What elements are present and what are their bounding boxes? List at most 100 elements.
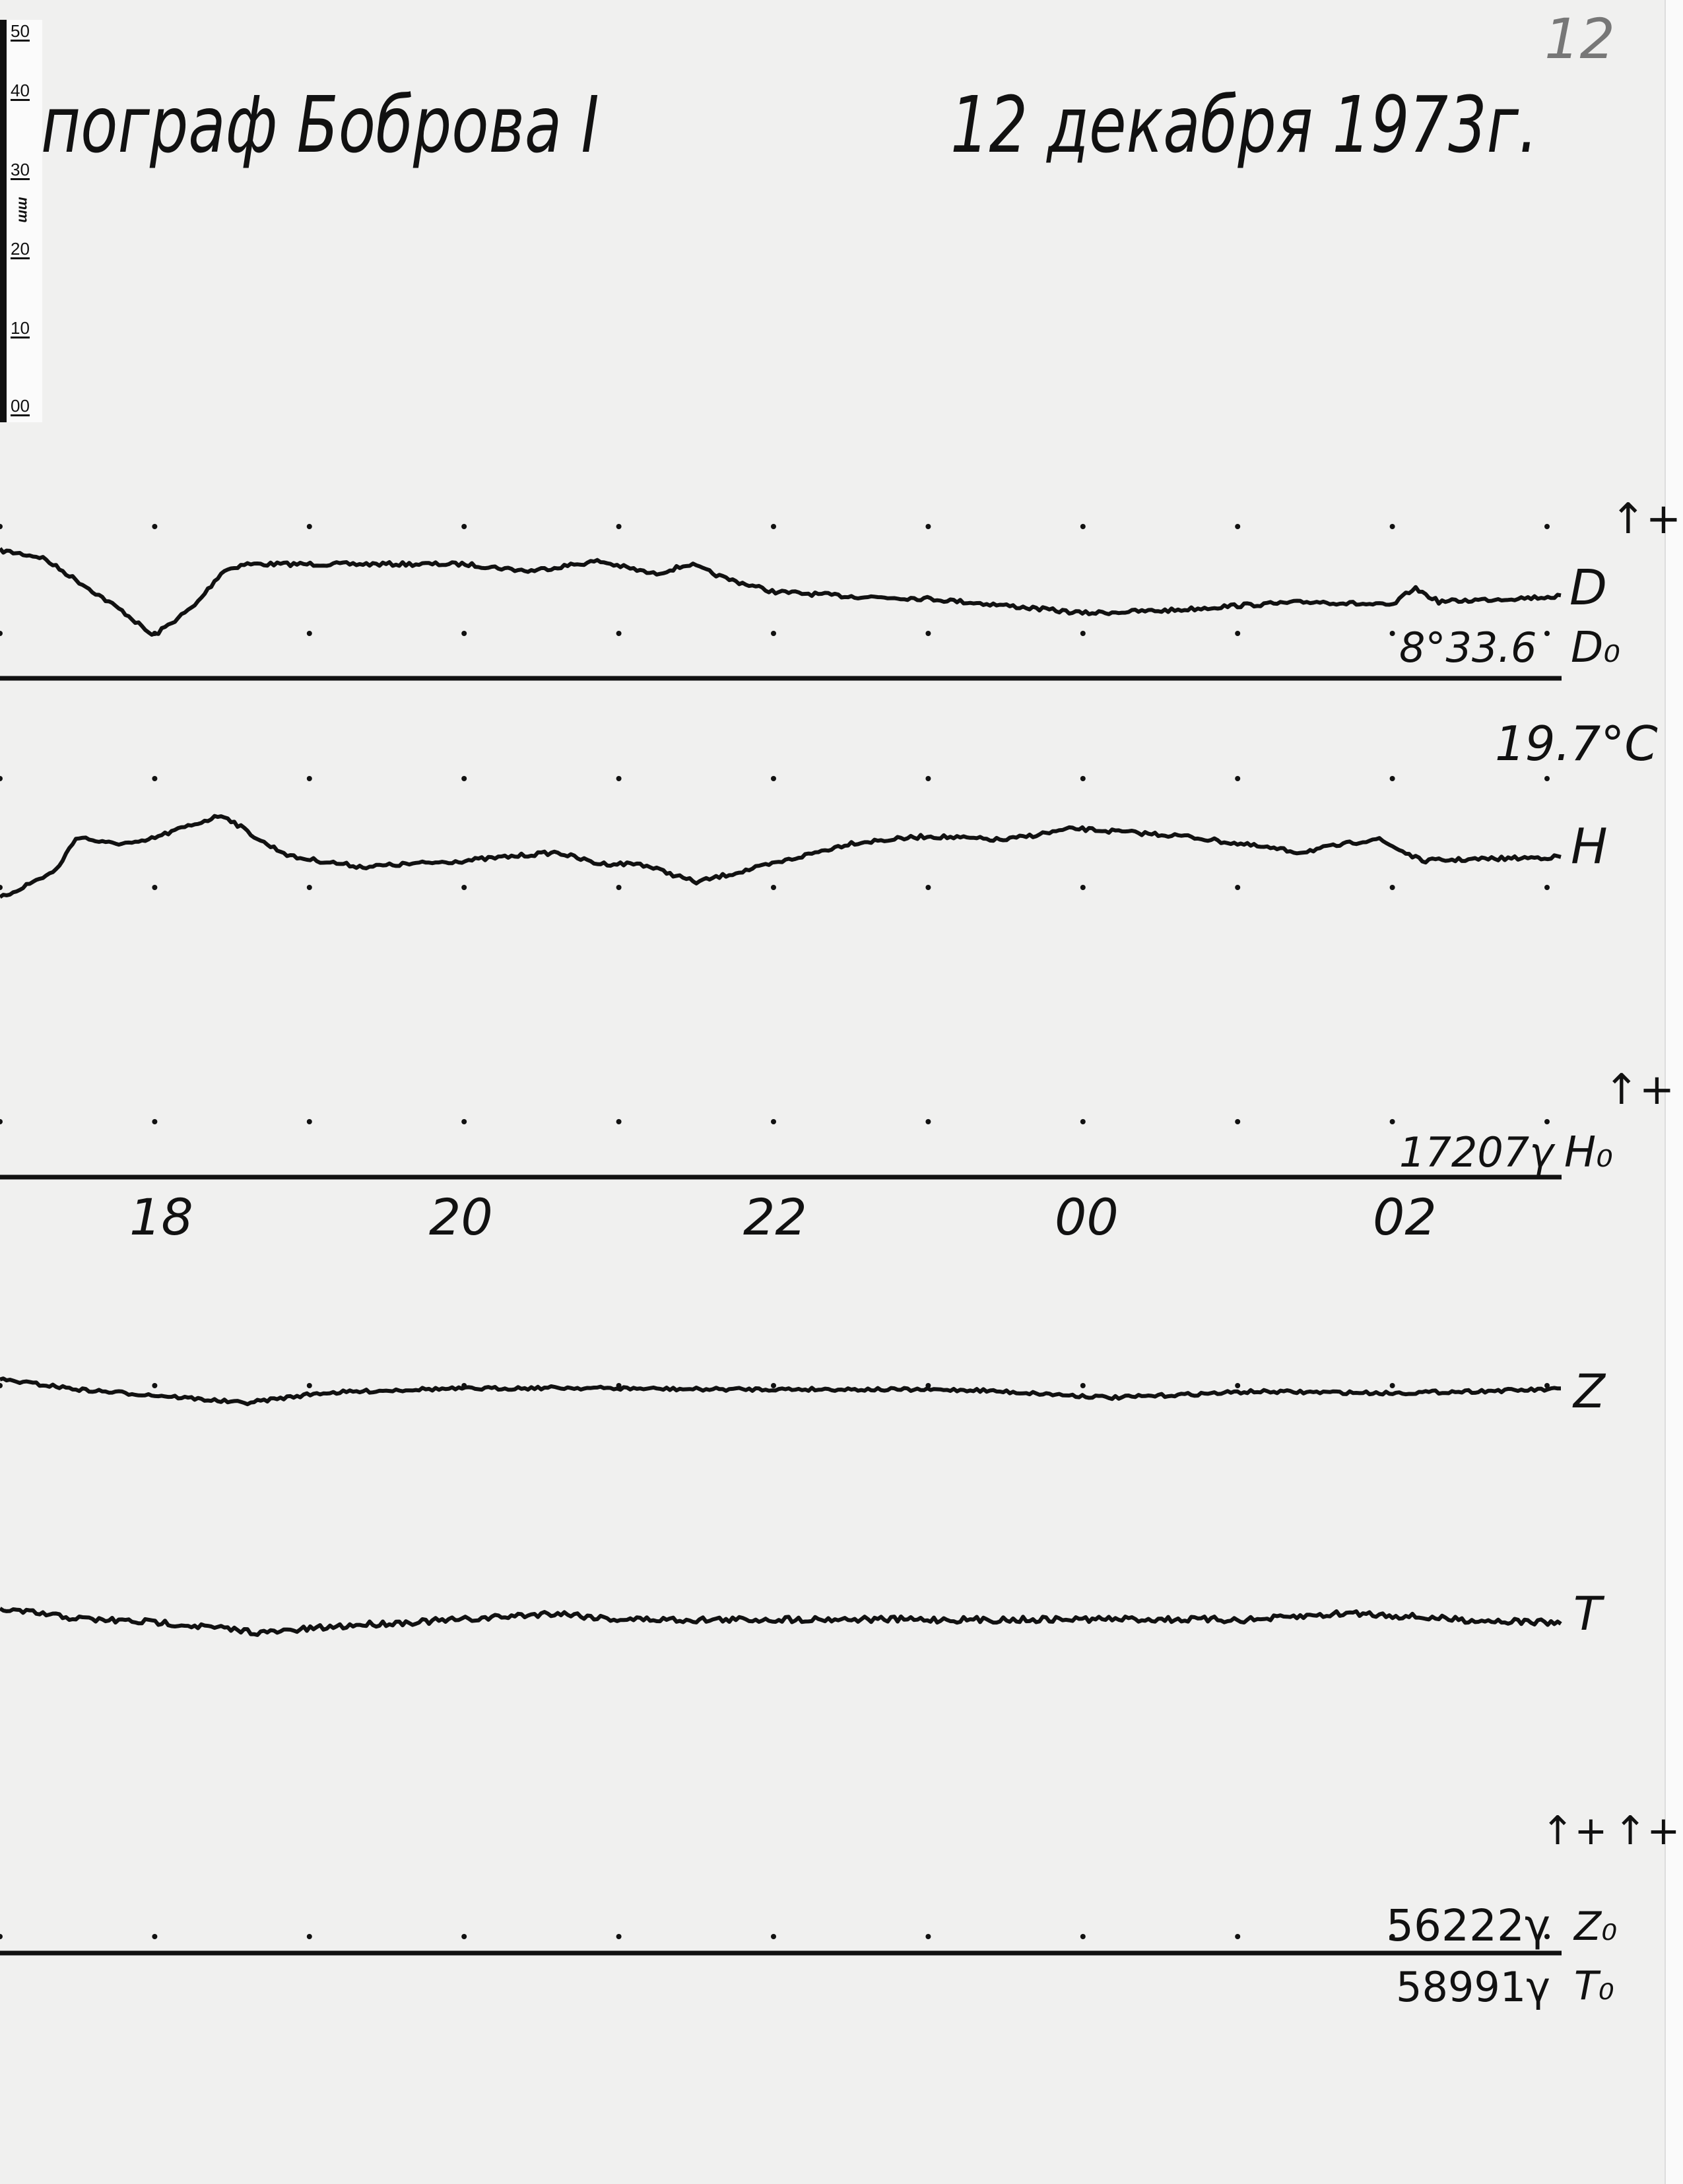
hour-mark <box>0 776 3 781</box>
hour-mark <box>306 1934 312 1939</box>
hour-mark <box>925 1119 931 1124</box>
hour-mark <box>306 1383 312 1388</box>
x-tick-label: 00 <box>1055 1188 1119 1246</box>
label-D0: D₀ <box>1571 624 1620 672</box>
hour-mark <box>925 631 931 636</box>
record-date: 12 декабря 1973г. <box>950 79 1538 170</box>
hour-mark <box>1389 1934 1395 1939</box>
hour-mark <box>0 524 3 529</box>
H0-value: 17207γ <box>1399 1128 1554 1176</box>
hour-mark <box>1235 1383 1241 1388</box>
trace-H <box>0 814 1562 899</box>
ruler-label: 50 <box>11 21 30 42</box>
Z0-value: 56222γ <box>1386 1900 1551 1951</box>
hour-mark <box>771 631 776 636</box>
hour-mark <box>1235 631 1241 636</box>
hour-mark <box>616 885 622 890</box>
hour-mark <box>925 524 931 529</box>
hour-mark <box>461 524 467 529</box>
hour-mark <box>771 1383 776 1388</box>
hour-mark <box>306 776 312 781</box>
temperature-label: 19.7°C <box>1495 716 1658 771</box>
hour-mark <box>1544 776 1550 781</box>
hour-mark <box>1544 631 1550 636</box>
x-tick-label: 20 <box>429 1188 493 1246</box>
hour-mark <box>925 1934 931 1939</box>
paper-edge <box>1665 0 1683 2184</box>
hour-mark <box>616 631 622 636</box>
hour-mark <box>616 1119 622 1124</box>
hour-mark <box>1389 524 1395 529</box>
ruler-label: 20 <box>11 239 30 259</box>
ruler-label: 40 <box>11 80 30 101</box>
hour-mark <box>152 1119 158 1124</box>
hour-mark <box>1080 776 1086 781</box>
hour-mark <box>1544 1383 1550 1388</box>
hour-mark <box>306 524 312 529</box>
label-Z: Z <box>1573 1365 1605 1419</box>
hour-mark <box>1544 524 1550 529</box>
plus-arrow-icon: ↑+ <box>1541 1808 1608 1854</box>
hour-mark <box>306 1119 312 1124</box>
hour-mark <box>152 885 158 890</box>
label-H: H <box>1571 818 1608 875</box>
trace-D <box>0 547 1562 637</box>
hour-mark <box>0 631 3 636</box>
ruler-label: 00 <box>11 396 30 416</box>
hour-mark <box>1235 1934 1241 1939</box>
hour-mark <box>461 885 467 890</box>
hour-mark <box>1544 885 1550 890</box>
plus-arrow-icon: ↑+ <box>1610 495 1682 544</box>
hour-mark <box>152 1934 158 1939</box>
T0-value: 58991γ <box>1396 1963 1550 2011</box>
hour-mark <box>461 1934 467 1939</box>
label-Z0: Z₀ <box>1574 1904 1618 1950</box>
hour-mark <box>0 1383 3 1388</box>
hour-mark <box>1235 776 1241 781</box>
hour-mark <box>0 885 3 890</box>
hour-mark <box>771 1934 776 1939</box>
label-D: D <box>1569 560 1607 616</box>
hour-mark <box>616 524 622 529</box>
hour-mark <box>771 524 776 529</box>
hour-mark <box>1235 524 1241 529</box>
hour-mark <box>925 885 931 890</box>
ruler-label: 30 <box>11 160 30 180</box>
x-tick-label: 22 <box>743 1188 807 1246</box>
hour-mark <box>0 1934 3 1939</box>
trace-T <box>0 1607 1562 1637</box>
hour-mark <box>152 524 158 529</box>
hour-mark <box>1080 885 1086 890</box>
label-H0: H₀ <box>1564 1128 1613 1177</box>
hour-mark <box>925 776 931 781</box>
plus-arrow-icon: ↑+ <box>1614 1808 1680 1854</box>
D0-value: 8°33.6 <box>1399 624 1537 672</box>
hour-mark <box>771 1119 776 1124</box>
hour-mark <box>1544 1119 1550 1124</box>
plus-arrow-icon: ↑+ <box>1604 1066 1675 1114</box>
hour-mark <box>1389 631 1395 636</box>
recorder-title: пограф Боброва I <box>41 79 599 170</box>
hour-mark <box>1235 1119 1241 1124</box>
trace-Z <box>0 1376 1561 1407</box>
hour-mark <box>461 631 467 636</box>
hour-mark <box>306 885 312 890</box>
hour-mark <box>1544 1934 1550 1939</box>
hour-mark <box>1080 631 1086 636</box>
hour-mark <box>152 776 158 781</box>
x-tick-label: 02 <box>1373 1188 1437 1246</box>
x-tick-label: 18 <box>129 1188 193 1246</box>
ruler-label: 10 <box>11 318 30 338</box>
hour-mark <box>0 1119 3 1124</box>
mm-scale-ruler: 50 40 30 mm 20 10 00 <box>0 20 42 422</box>
hour-mark <box>306 631 312 636</box>
sheet-number: 12 <box>1544 7 1615 71</box>
hour-mark <box>1080 1383 1086 1388</box>
hour-mark <box>771 776 776 781</box>
hour-mark <box>1080 1119 1086 1124</box>
hour-mark <box>1080 1934 1086 1939</box>
hour-mark <box>616 1934 622 1939</box>
label-T: T <box>1573 1587 1602 1641</box>
hour-mark <box>771 885 776 890</box>
